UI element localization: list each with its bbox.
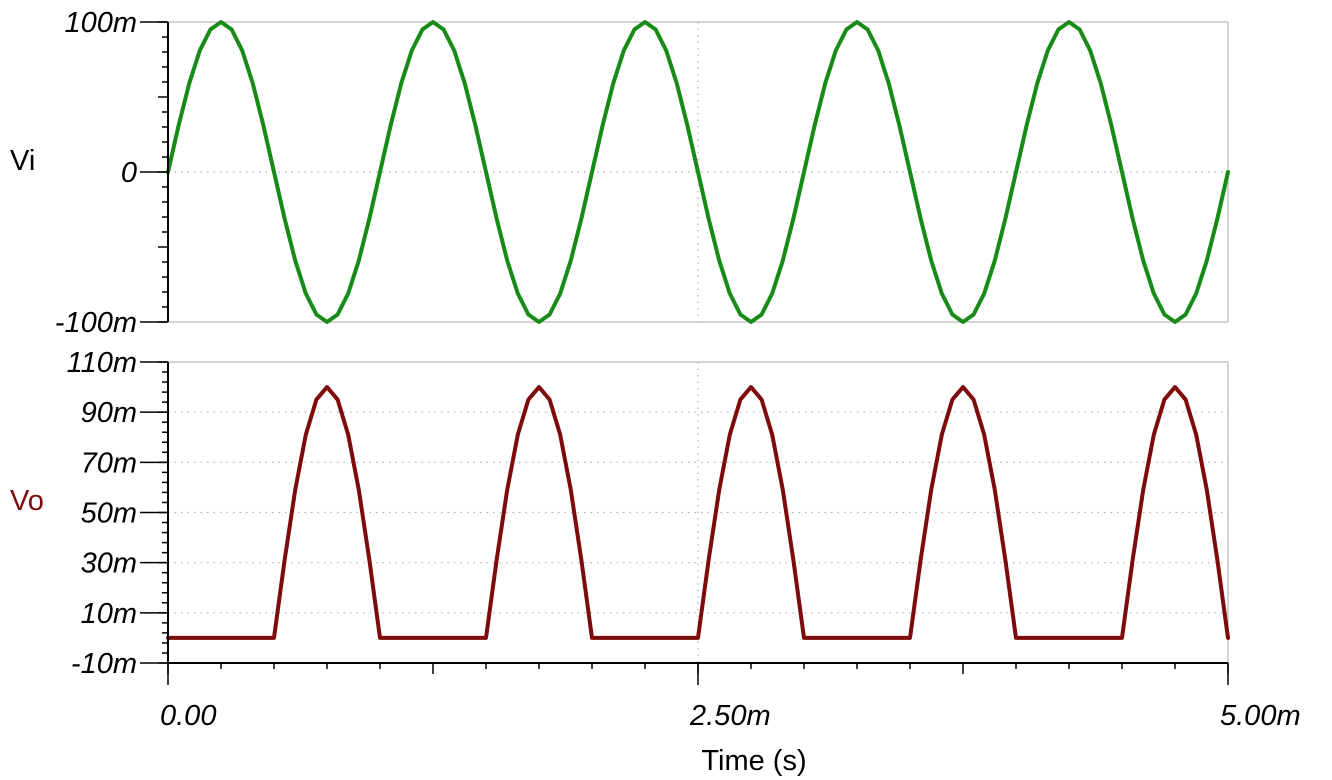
vo-y-tick-label: 70m — [81, 447, 137, 479]
time-axis-label: Time (s) — [701, 745, 806, 777]
vi-waveform-line — [166, 20, 1230, 324]
vo-y-tick-label: 30m — [81, 548, 137, 580]
vi-y-tick-label: 100m — [64, 7, 137, 39]
vi-y-tick-label: -100m — [55, 307, 137, 339]
vo-panel: 110m 90m 70m 50m 30m 10m -10m 0.00 2.50m 5.00m — [67, 347, 1301, 732]
time-tick-label: 5.00m — [1220, 700, 1301, 732]
vo-y-tick-label: 90m — [81, 397, 137, 429]
vo-waveform-line — [166, 385, 1230, 640]
vi-y-tick-label: 0 — [121, 157, 137, 189]
time-tick-label: 0.00 — [160, 700, 216, 732]
vi-panel: 100m 0 -100m — [55, 7, 1230, 339]
vo-axis-label: Vo — [10, 485, 44, 517]
vo-y-tick-label: 10m — [81, 598, 137, 630]
vo-y-tick-label: 50m — [81, 498, 137, 530]
vo-y-tick-label: -10m — [71, 648, 137, 680]
time-tick-label: 2.50m — [689, 700, 771, 732]
vo-y-tick-label: 110m — [67, 347, 137, 379]
vi-axis-label: Vi — [10, 145, 35, 177]
